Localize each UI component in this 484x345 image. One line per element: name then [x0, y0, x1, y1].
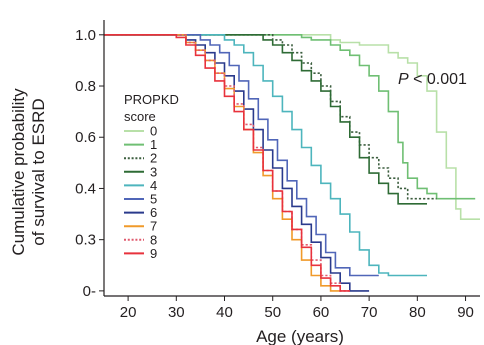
series-line-5 — [104, 34, 379, 277]
y-axis-title-line-1: Cumulative probability — [9, 88, 28, 256]
legend-item-3: 3 — [124, 164, 157, 179]
x-tick-label: 40 — [216, 304, 233, 321]
legend-label: 1 — [150, 137, 157, 152]
x-tick-label: 50 — [264, 304, 281, 321]
x-ticks: 20 30 40 50 60 70 80 90 — [120, 296, 474, 321]
legend-item-7: 7 — [124, 219, 157, 234]
x-tick-label: 90 — [457, 304, 474, 321]
y-tick-label: 0.8 — [75, 78, 96, 95]
series-line-2 — [104, 34, 437, 200]
legend-item-4: 4 — [124, 178, 157, 193]
legend-label: 2 — [150, 151, 157, 166]
series-line-9 — [104, 34, 350, 292]
legend-title-line-1: PROPKD — [124, 92, 179, 107]
series-line-8 — [104, 34, 350, 292]
series-line-0 — [104, 34, 480, 220]
series-line-1 — [104, 34, 476, 200]
legend-item-1: 1 — [124, 137, 157, 152]
x-tick-label: 70 — [361, 304, 378, 321]
legend-label: 5 — [150, 192, 157, 207]
legend-item-6: 6 — [124, 205, 157, 220]
x-tick-label: 80 — [409, 304, 426, 321]
axes-layer: 20 30 40 50 60 70 80 90 1.00.80.60.40.30- — [75, 20, 480, 321]
y-tick-label: 0.6 — [75, 129, 96, 146]
p-value-text: < 0.001 — [409, 71, 467, 88]
legend-item-0: 0 — [124, 124, 157, 139]
legend-label: 9 — [150, 246, 157, 261]
legend-label: 4 — [150, 178, 157, 193]
x-tick-label: 60 — [313, 304, 330, 321]
y-axis-title-line-2: of survival to ESRD — [29, 98, 48, 245]
series-line-4 — [104, 34, 427, 277]
legend-title-line-2: score — [124, 109, 156, 124]
legend-label: 8 — [150, 232, 157, 247]
y-tick-label: 0- — [83, 283, 96, 300]
legend-label: 6 — [150, 205, 157, 220]
legend-label: 7 — [150, 219, 157, 234]
y-axis-title: Cumulative probability of survival to ES… — [9, 88, 48, 256]
legend-item-2: 2 — [124, 151, 157, 166]
curves-layer — [104, 34, 480, 292]
x-tick-label: 30 — [168, 304, 185, 321]
legend-item-8: 8 — [124, 232, 157, 247]
legend-label: 3 — [150, 164, 157, 179]
y-tick-label: 0.3 — [75, 232, 96, 249]
p-value-annotation: P < 0.001 — [398, 71, 467, 88]
y-ticks: 1.0 0.8 0.6 0.4 0.3 0- — [75, 27, 104, 300]
y-tick-label: 0.4 — [75, 180, 96, 197]
x-tick-label: 20 — [120, 304, 137, 321]
legend-item-9: 9 — [124, 246, 157, 261]
p-value-italic: P — [398, 71, 409, 88]
series-line-3 — [104, 34, 427, 205]
legend-label: 0 — [150, 124, 157, 139]
legend-item-5: 5 — [124, 192, 157, 207]
y-tick-label: 1.0 — [75, 27, 96, 44]
x-axis-title: Age (years) — [256, 327, 344, 345]
